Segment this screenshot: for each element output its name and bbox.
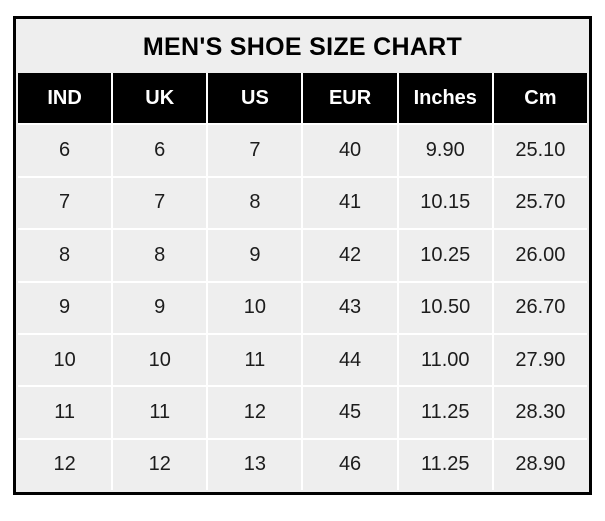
table-cell: 10 [208, 282, 302, 333]
table-cell: 8 [208, 177, 302, 229]
header-cell-inches: Inches [398, 73, 492, 124]
table-cell: 28.90 [493, 439, 587, 490]
table-cell: 10.50 [398, 282, 492, 333]
table-cell: 45 [303, 387, 397, 438]
shoe-size-chart-table: MEN'S SHOE SIZE CHART IND UK US EUR Inches Cm… [13, 16, 592, 495]
table-cell: 6 [18, 125, 112, 176]
header-cell-uk: UK [113, 73, 207, 124]
table-cell: 11 [18, 387, 112, 438]
table-title: MEN'S SHOE SIZE CHART [18, 21, 587, 73]
header-cell-cm: Cm [493, 73, 587, 124]
table-cell: 11.25 [398, 387, 492, 438]
table-cell: 9 [18, 282, 112, 333]
table-cell: 10.15 [398, 177, 492, 229]
table-cell: 25.10 [493, 125, 587, 176]
table-cell: 11.00 [398, 334, 492, 386]
table-cell: 12 [18, 439, 112, 490]
table-cell: 10.25 [398, 230, 492, 281]
table-cell: 7 [113, 177, 207, 229]
table-cell: 8 [18, 230, 112, 281]
header-cell-ind: IND [18, 73, 112, 124]
table-cell: 8 [113, 230, 207, 281]
table-cell: 11.25 [398, 439, 492, 490]
table-cell: 26.70 [493, 282, 587, 333]
table-cell: 42 [303, 230, 397, 281]
table-cell: 9 [113, 282, 207, 333]
header-cell-us: US [208, 73, 302, 124]
table-cell: 6 [113, 125, 207, 176]
table-cell: 12 [113, 439, 207, 490]
table-cell: 10 [113, 334, 207, 386]
table-grid: IND UK US EUR Inches Cm 6 6 7 40 9.90 25.10 7 7 8 41 10.… [18, 73, 587, 490]
table-cell: 13 [208, 439, 302, 490]
header-cell-eur: EUR [303, 73, 397, 124]
table-cell: 7 [208, 125, 302, 176]
table-cell: 28.30 [493, 387, 587, 438]
table-cell: 26.00 [493, 230, 587, 281]
table-cell: 41 [303, 177, 397, 229]
table-cell: 44 [303, 334, 397, 386]
table-cell: 7 [18, 177, 112, 229]
table-cell: 11 [208, 334, 302, 386]
table-cell: 9.90 [398, 125, 492, 176]
table-cell: 25.70 [493, 177, 587, 229]
table-cell: 10 [18, 334, 112, 386]
table-cell: 46 [303, 439, 397, 490]
table-cell: 11 [113, 387, 207, 438]
table-cell: 12 [208, 387, 302, 438]
table-cell: 9 [208, 230, 302, 281]
table-cell: 43 [303, 282, 397, 333]
table-cell: 40 [303, 125, 397, 176]
table-cell: 27.90 [493, 334, 587, 386]
